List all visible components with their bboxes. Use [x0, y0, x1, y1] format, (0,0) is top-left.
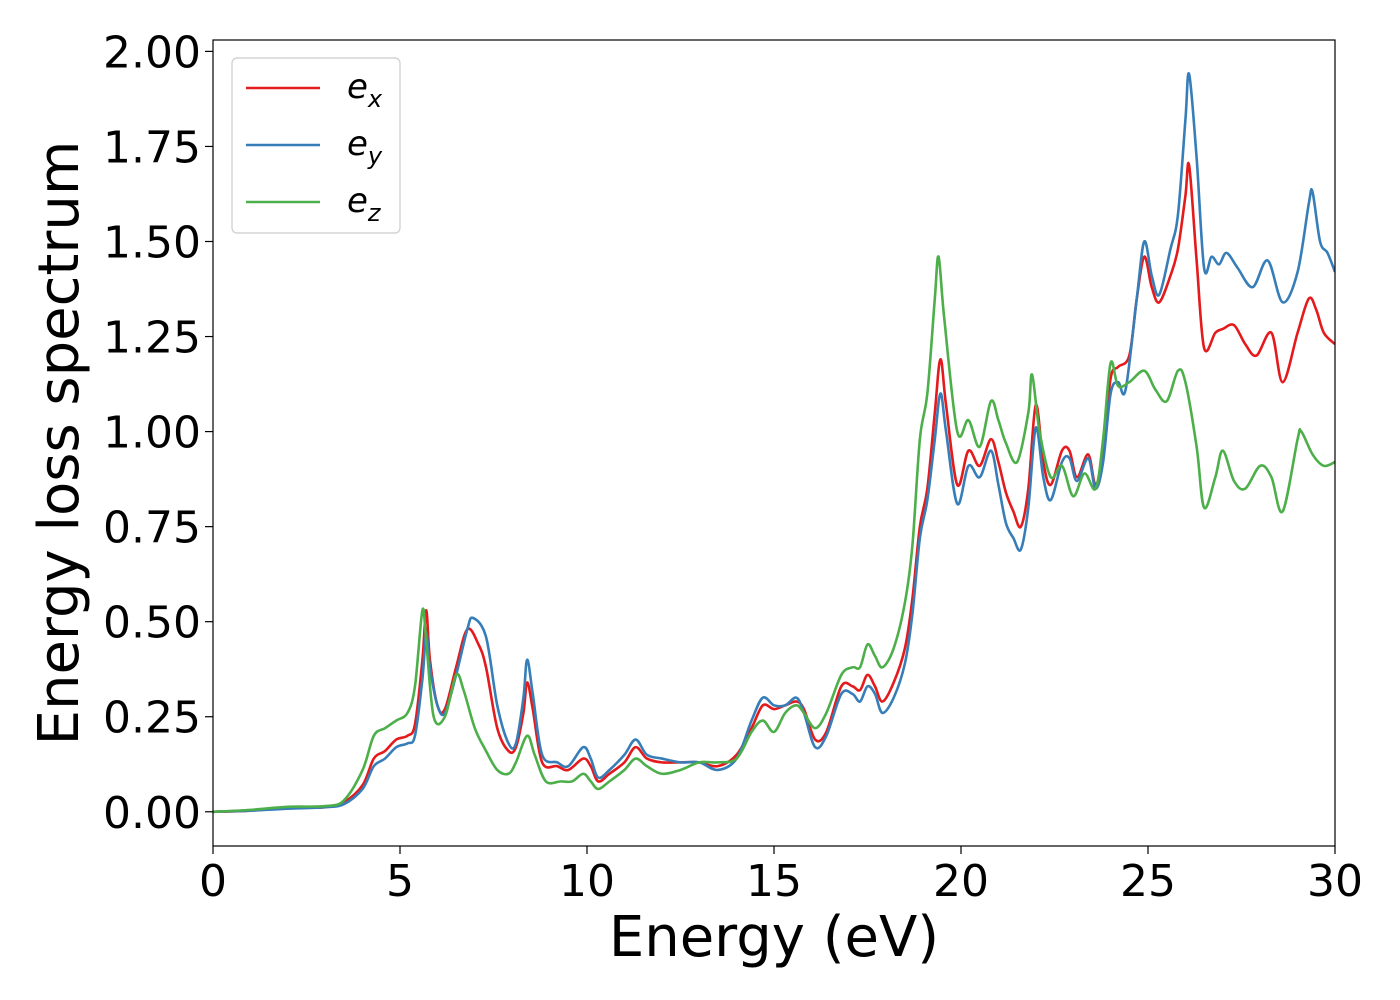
y-tick-label: 0.00 — [103, 788, 201, 839]
x-tick-label: 15 — [746, 856, 802, 907]
y-axis-label: Energy loss spectrum — [27, 141, 92, 746]
y-tick-label: 1.00 — [103, 408, 201, 459]
legend-label-base: e — [347, 67, 368, 107]
y-tick-label: 1.50 — [103, 218, 201, 269]
x-tick-label: 20 — [933, 856, 989, 907]
legend-label-x: ex — [347, 67, 383, 113]
legend-label-subscript: x — [367, 85, 383, 113]
series-line-z — [213, 255, 1335, 814]
x-tick-label: 0 — [199, 856, 227, 907]
y-tick-label: 0.25 — [103, 693, 201, 744]
y-tick-label: 0.50 — [103, 598, 201, 649]
legend-label-y: ey — [347, 124, 383, 170]
legend-label-subscript: y — [367, 142, 383, 170]
y-tick-label: 2.00 — [103, 27, 201, 78]
x-tick-label: 25 — [1120, 856, 1176, 907]
y-tick-label: 1.25 — [103, 313, 201, 364]
x-tick-label: 5 — [386, 856, 414, 907]
x-tick-label: 10 — [559, 856, 615, 907]
x-axis-label: Energy (eV) — [609, 905, 939, 970]
legend-label-base: e — [347, 181, 368, 221]
y-tick-label: 1.75 — [103, 122, 201, 173]
series-line-x — [213, 161, 1335, 814]
series-line-y — [213, 72, 1335, 814]
x-axis: 0 5 10 15 20 25 30 — [199, 846, 1363, 907]
series-layer — [213, 72, 1335, 814]
legend-label-base: e — [347, 124, 368, 164]
x-tick-label: 30 — [1307, 856, 1363, 907]
legend-label-subscript: z — [367, 199, 382, 227]
y-tick-label: 0.75 — [103, 503, 201, 554]
y-axis: 0.00 0.25 0.50 0.75 1.00 1.25 1.50 1.75 2.00 — [103, 27, 213, 839]
legend-label-z: ez — [347, 181, 382, 227]
